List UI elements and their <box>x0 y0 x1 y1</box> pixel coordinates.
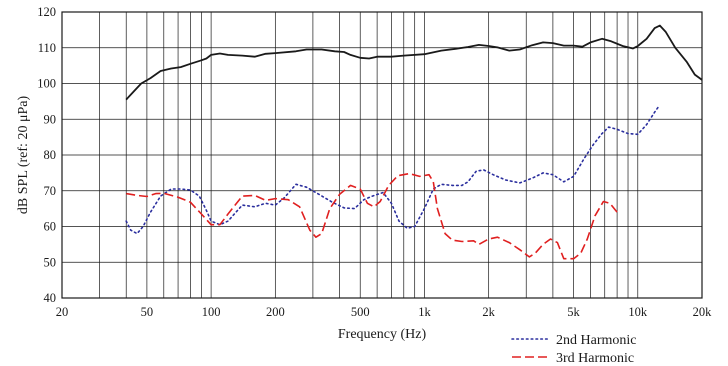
grid <box>62 12 702 298</box>
y-tick-label: 70 <box>44 184 57 198</box>
y-tick-label: 120 <box>37 5 56 19</box>
x-axis-title: Frequency (Hz) <box>338 327 427 342</box>
y-tick-label: 60 <box>44 220 57 234</box>
x-tick-label: 2k <box>482 305 495 319</box>
series-line-third <box>126 172 618 260</box>
plot-frame <box>61 11 703 299</box>
y-tick-labels: 40 50 60 70 80 90 100 110 120 <box>37 5 56 305</box>
x-tick-label: 5k <box>567 305 580 319</box>
legend-label-3rd-harmonic: 3rd Harmonic <box>556 351 634 366</box>
series-line-second <box>125 105 660 235</box>
y-tick-label: 80 <box>44 148 57 162</box>
x-tick-label: 10k <box>628 305 648 319</box>
x-tick-label: 500 <box>351 305 370 319</box>
series-line-fundamental <box>125 24 703 101</box>
x-tick-label: 50 <box>141 305 154 319</box>
y-tick-label: 90 <box>44 112 57 126</box>
y-tick-label: 50 <box>44 255 57 269</box>
x-tick-label: 100 <box>202 305 221 319</box>
y-axis-title: dB SPL (ref: 20 μPa) <box>16 96 31 215</box>
y-tick-label: 110 <box>38 41 56 55</box>
y-tick-label: 40 <box>44 291 57 305</box>
legend-label-2nd-harmonic: 2nd Harmonic <box>556 333 636 348</box>
x-tick-labels: 20 50 100 200 500 1k 2k 5k 10k 20k <box>56 305 712 319</box>
x-tick-label: 20 <box>56 305 69 319</box>
x-tick-label: 20k <box>693 305 713 319</box>
x-tick-label: 1k <box>418 305 431 319</box>
y-tick-label: 100 <box>37 77 56 91</box>
legend: 2nd Harmonic 3rd Harmonic <box>511 333 636 366</box>
series-lines <box>125 24 703 260</box>
x-tick-label: 200 <box>266 305 285 319</box>
